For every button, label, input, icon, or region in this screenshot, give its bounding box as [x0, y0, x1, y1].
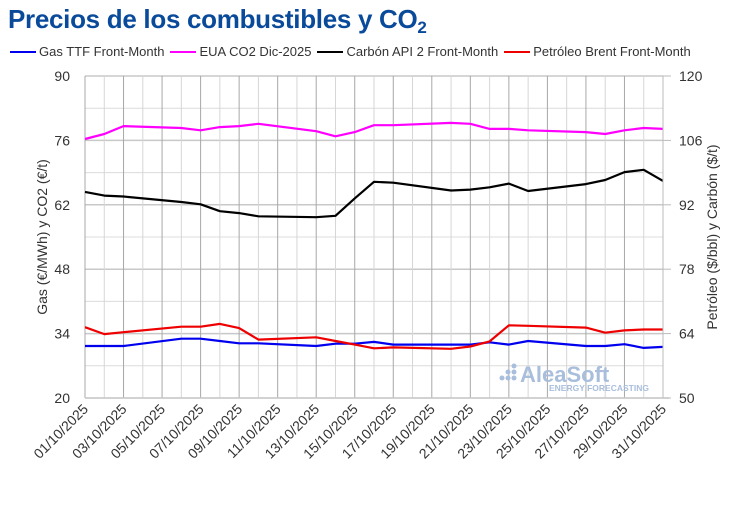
legend-swatch-co2-icon: [170, 50, 197, 53]
watermark-brand: AleaSoft: [520, 362, 610, 387]
legend-swatch-gas-icon: [10, 50, 36, 53]
right-tick-label: 120: [679, 68, 703, 84]
series-lines: [84, 121, 664, 350]
series-line: [85, 337, 664, 349]
right-tick-label: 92: [679, 197, 695, 213]
left-tick-label: 90: [54, 68, 70, 84]
legend-item-gas[interactable]: Gas TTF Front-Month: [10, 44, 164, 59]
series-line: [84, 322, 663, 350]
left-tick-label: 62: [54, 197, 70, 213]
right-tick-label: 64: [679, 326, 695, 342]
series-line: [84, 121, 664, 141]
left-tick-label: 76: [54, 132, 70, 148]
title-subscript: 2: [417, 18, 427, 37]
left-tick-label: 48: [54, 261, 70, 277]
legend-swatch-brent-icon: [504, 50, 531, 53]
right-tick-label: 106: [679, 132, 703, 148]
right-axis-label: Petróleo ($/bbl) y Carbón ($/t): [704, 144, 720, 329]
legend-label: Gas TTF Front-Month: [39, 44, 165, 59]
chart-legend: Gas TTF Front-Month EUA CO2 Dic-2025 Car…: [10, 44, 691, 59]
chart-title: Precios de los combustibles y CO2: [8, 4, 427, 38]
legend-label: EUA CO2 Dic-2025: [199, 44, 312, 59]
left-tick-label: 34: [54, 326, 70, 342]
legend-swatch-coal-icon: [317, 50, 344, 53]
aleasoft-watermark: AleaSoft ENERGY FORECASTING: [499, 362, 649, 393]
right-tick-label: 78: [679, 261, 695, 277]
watermark-tagline: ENERGY FORECASTING: [549, 383, 649, 393]
series-line: [84, 168, 664, 219]
left-axis-label: Gas (€/MWh) y CO2 (€/t): [34, 159, 50, 315]
legend-label: Carbón API 2 Front-Month: [346, 44, 499, 59]
left-tick-label: 20: [54, 390, 70, 406]
aleasoft-logo-icon: [499, 363, 517, 381]
legend-label: Petróleo Brent Front-Month: [533, 44, 691, 59]
right-tick-label: 50: [679, 390, 695, 406]
legend-item-co2[interactable]: EUA CO2 Dic-2025: [170, 44, 311, 59]
legend-item-brent[interactable]: Petróleo Brent Front-Month: [504, 44, 691, 59]
title-text: Precios de los combustibles y CO: [8, 4, 418, 34]
legend-item-coal[interactable]: Carbón API 2 Front-Month: [317, 44, 498, 59]
